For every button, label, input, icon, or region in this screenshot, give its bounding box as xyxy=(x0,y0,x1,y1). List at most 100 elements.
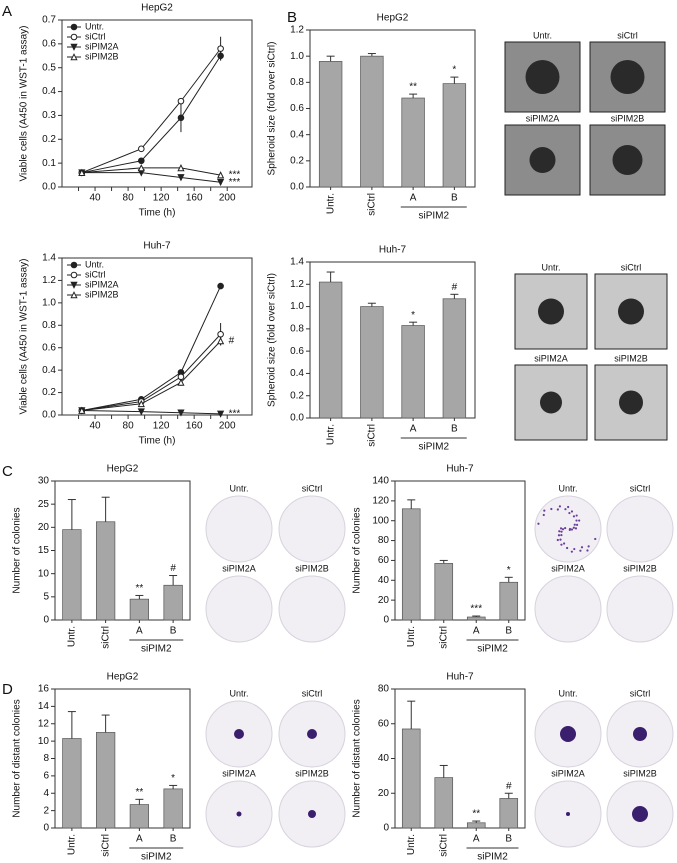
legend-label: siPIM2B xyxy=(85,51,119,61)
colony-speck xyxy=(564,526,567,530)
point xyxy=(137,163,145,172)
colony-dish xyxy=(205,495,273,563)
x-tick-label: Untr. xyxy=(325,424,336,445)
colony-speck xyxy=(594,537,597,541)
x-tick-label: B xyxy=(505,834,512,845)
colony-speck xyxy=(566,546,569,550)
y-axis-label: Number of distant colonies xyxy=(12,699,23,817)
y-tick-label: 0.4 xyxy=(290,129,304,140)
colony-speck xyxy=(560,530,563,533)
y-tick-label: 1.0 xyxy=(42,297,56,308)
y-tick-label: 0.8 xyxy=(290,77,304,88)
x-tick-label: A xyxy=(136,834,143,845)
significance-label: * xyxy=(452,65,456,76)
y-tick-label: 140 xyxy=(372,476,389,487)
y-tick-label: 0.8 xyxy=(290,323,304,334)
colony-dish xyxy=(534,575,602,643)
x-tick-label: 120 xyxy=(153,421,170,432)
x-tick-label: B xyxy=(451,193,458,204)
image-label: Untr. xyxy=(558,483,577,493)
image-label: siCtrl xyxy=(630,688,651,698)
colony-speck xyxy=(557,534,561,537)
x-tick-label: B xyxy=(170,626,177,637)
y-tick-label: 0 xyxy=(383,615,389,626)
bar xyxy=(318,281,343,419)
x-tick-label: siCtrl xyxy=(438,626,449,649)
y-tick-label: 60 xyxy=(378,555,390,566)
colony-speck xyxy=(570,528,574,531)
y-tick-label: 0.7 xyxy=(42,15,56,26)
y-tick-label: 15 xyxy=(38,545,50,556)
point xyxy=(177,97,185,105)
point xyxy=(78,168,86,176)
legend-label: siCtrl xyxy=(85,31,106,41)
group-label: siPIM2 xyxy=(141,644,172,655)
colony-speck xyxy=(550,507,553,511)
y-tick-label: 80 xyxy=(378,535,390,546)
y-tick-label: 20 xyxy=(378,595,390,606)
plot-frame xyxy=(309,261,476,419)
colony-spot xyxy=(308,810,316,818)
colony-dish xyxy=(205,575,273,643)
significance-label: *** xyxy=(229,170,241,181)
x-tick-label: 40 xyxy=(89,421,101,432)
bar xyxy=(401,97,425,188)
colony-speck xyxy=(572,526,575,529)
series-line xyxy=(81,340,221,412)
bar xyxy=(62,738,82,829)
significance-label: ** xyxy=(135,583,143,594)
legend-marker xyxy=(70,23,78,31)
bar xyxy=(163,584,183,621)
x-tick-label: 80 xyxy=(123,193,135,204)
bar xyxy=(62,529,82,621)
colony-speck xyxy=(575,519,578,522)
bar xyxy=(163,788,183,829)
significance-label: *** xyxy=(229,177,241,188)
colony-spot xyxy=(632,806,648,822)
series-line xyxy=(81,333,221,412)
colony-speck xyxy=(556,508,559,511)
y-tick-label: 14 xyxy=(38,701,50,712)
point xyxy=(217,45,224,52)
x-tick-label: 80 xyxy=(123,421,135,432)
y-tick-label: 0.8 xyxy=(42,320,56,331)
y-tick-label: 16 xyxy=(38,684,50,695)
image-label: siPIM2A xyxy=(526,113,560,123)
x-tick-label: siCtrl xyxy=(438,834,449,857)
chart-title: HepG2 xyxy=(377,13,409,24)
image-label: siPIM2B xyxy=(614,353,648,363)
significance-label: ** xyxy=(135,787,143,798)
x-tick-label: 160 xyxy=(186,193,203,204)
y-axis-label: Number of colonies xyxy=(12,507,23,593)
colony-spot xyxy=(560,726,576,742)
point xyxy=(216,171,225,179)
image-label: siPIM2A xyxy=(551,768,585,778)
image-label: siPIM2A xyxy=(551,563,585,573)
series-line xyxy=(81,172,221,183)
colony-speck xyxy=(580,546,584,549)
point xyxy=(137,399,145,408)
colony-dish xyxy=(534,495,602,563)
significance-label: * xyxy=(507,565,511,576)
x-tick-label: A xyxy=(410,424,417,435)
x-tick-label: A xyxy=(136,626,143,637)
panel-label: D xyxy=(2,681,13,698)
chart-title: HepG2 xyxy=(107,464,139,475)
plot-frame xyxy=(61,19,253,188)
colony-speck xyxy=(573,547,576,551)
colony-speck xyxy=(568,528,571,532)
colony-speck xyxy=(575,514,578,517)
legend-marker xyxy=(70,43,78,51)
significance-label: *** xyxy=(470,604,482,615)
y-axis-label: Viable cells (A450 in WST-1 assay) xyxy=(19,259,30,415)
legend-marker xyxy=(70,271,78,279)
panel-label: A xyxy=(2,3,12,20)
y-tick-label: 1.4 xyxy=(42,253,56,264)
point xyxy=(217,282,224,290)
point xyxy=(216,410,225,418)
significance-label: * xyxy=(411,310,415,321)
bar xyxy=(434,563,454,621)
legend-label: siPIM2A xyxy=(85,41,119,51)
y-tick-label: 0 xyxy=(383,823,389,834)
